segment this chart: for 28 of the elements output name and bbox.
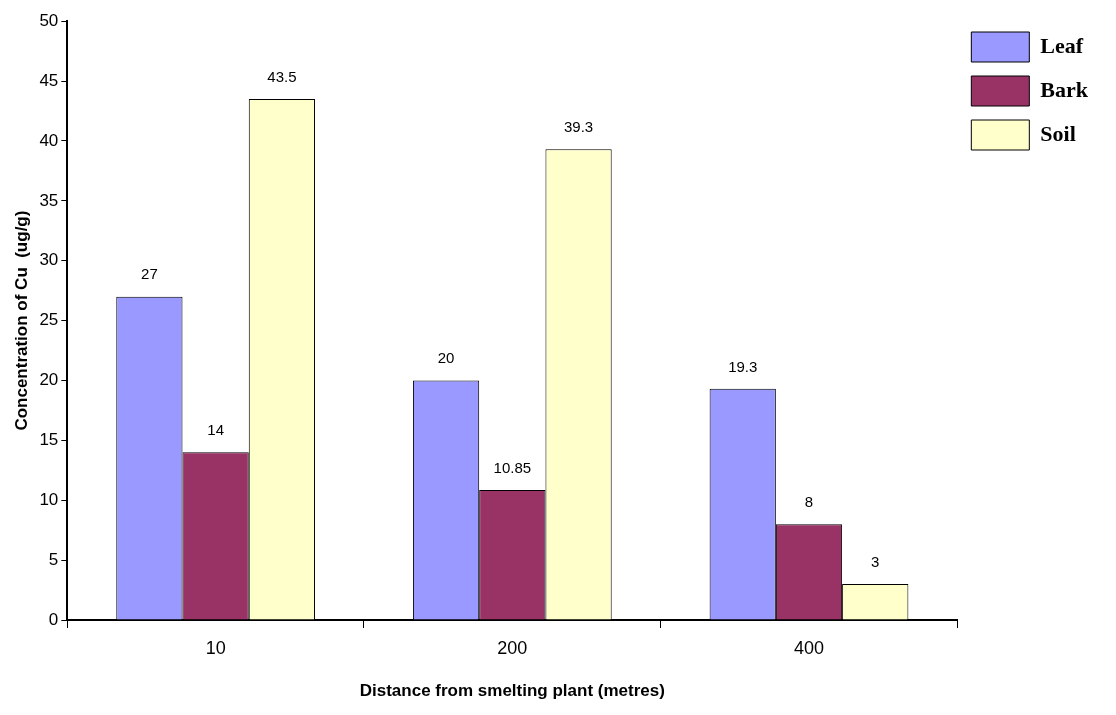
legend-label: Bark [1040, 76, 1089, 102]
y-tick-label: 15 [39, 430, 59, 450]
data-label: 10.85 [493, 458, 532, 476]
data-label: 14 [207, 420, 224, 438]
legend-label: Leaf [1040, 32, 1084, 58]
x-axis-title: Distance from smelting plant (metres) [359, 681, 665, 701]
y-tick-label: 10 [39, 489, 59, 509]
data-label: 3 [871, 552, 880, 570]
y-tick-label: 0 [48, 609, 59, 629]
y-tick-label: 50 [39, 10, 59, 30]
data-label: 43.5 [267, 67, 297, 85]
x-tick-label: 400 [793, 637, 825, 658]
legend-label: Soil [1040, 120, 1076, 146]
y-tick-label: 45 [39, 70, 59, 90]
y-axis-title: Concentration of Cu (ug/g) [11, 210, 31, 431]
x-tick-label: 200 [497, 637, 528, 658]
y-tick-label: 20 [39, 370, 59, 390]
y-tick-label: 35 [39, 190, 59, 210]
data-label: 20 [437, 349, 455, 367]
y-tick-label: 30 [39, 250, 59, 270]
x-tick-label: 10 [205, 637, 226, 658]
data-label: 8 [804, 492, 814, 510]
y-tick-label: 5 [48, 549, 59, 569]
data-label: 19.3 [728, 357, 758, 375]
y-tick-label: 25 [39, 310, 59, 330]
data-label: 27 [141, 265, 158, 283]
data-label: 39.3 [563, 117, 594, 135]
y-tick-label: 40 [39, 130, 59, 150]
